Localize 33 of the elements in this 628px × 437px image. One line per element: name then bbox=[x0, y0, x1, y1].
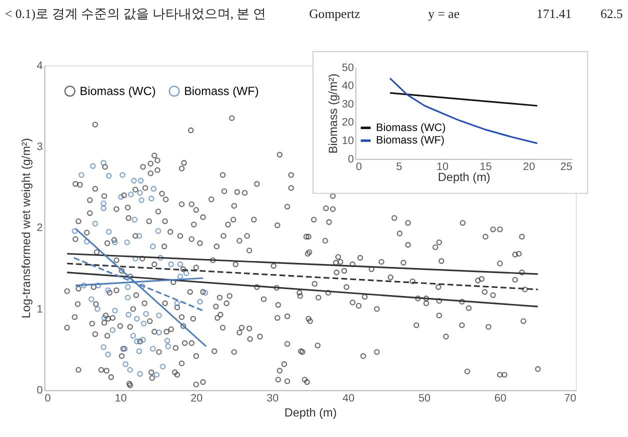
x-tick-label: 10 bbox=[114, 392, 127, 404]
text: 171.41 bbox=[536, 7, 572, 22]
legend-label: Biomass (WC) bbox=[80, 84, 156, 98]
y-tick-label: 50 bbox=[342, 62, 354, 74]
x-tick-label: 25 bbox=[560, 161, 572, 174]
x-axis-title: Depth (m) bbox=[284, 405, 337, 420]
y-tick-label: 20 bbox=[342, 116, 354, 129]
y-tick-label: 1 bbox=[36, 303, 43, 316]
text: < 0.1)로 경계 수준의 값을 나타내었으며, 본 연 bbox=[4, 7, 266, 22]
y-tick-label: 40 bbox=[342, 80, 354, 92]
text: 62.5 bbox=[600, 7, 623, 22]
x-tick-label: 30 bbox=[266, 392, 279, 404]
y-tick-label: 2 bbox=[36, 222, 43, 234]
legend-label: Biomass (WF) bbox=[376, 134, 444, 147]
x-tick-label: 20 bbox=[190, 392, 203, 404]
text: Gompertz bbox=[309, 7, 361, 22]
y-tick-label: 10 bbox=[342, 135, 354, 147]
y-tick-label: 4 bbox=[36, 60, 43, 72]
x-tick-label: 50 bbox=[418, 392, 430, 404]
y-tick-label: 30 bbox=[342, 98, 354, 110]
legend-label: Biomass (WC) bbox=[376, 122, 446, 134]
y-axis-title: Log-transformed wet weight (g/m²) bbox=[18, 138, 33, 318]
x-tick-label: 70 bbox=[564, 392, 576, 404]
legend-label: Biomass (WF) bbox=[184, 84, 259, 98]
x-tick-label: 0 bbox=[44, 392, 51, 404]
y-axis-title: Biomass (g/m²) bbox=[326, 74, 340, 154]
text: y = ae bbox=[428, 7, 460, 22]
y-tick-label: 3 bbox=[36, 141, 43, 154]
x-tick-label: 60 bbox=[494, 392, 506, 404]
x-tick-label: 5 bbox=[396, 161, 402, 174]
x-tick-label: 20 bbox=[523, 161, 536, 174]
x-tick-label: 0 bbox=[356, 161, 362, 174]
y-tick-label: 0 bbox=[348, 153, 354, 166]
